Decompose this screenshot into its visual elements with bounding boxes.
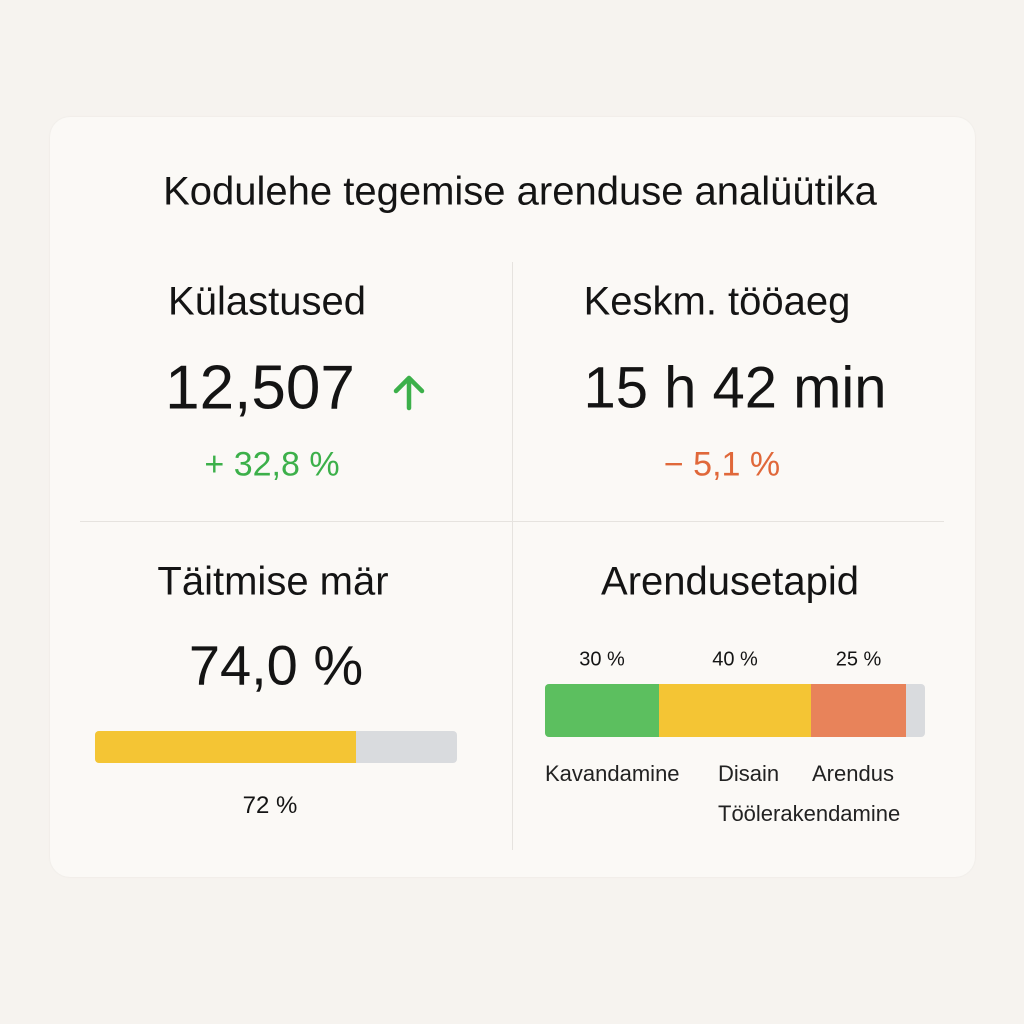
stage-value-label: 25 % — [835, 648, 882, 671]
title: Kodulehe tegemise arenduse analüütika — [163, 169, 877, 214]
metric-label: Arendusetapid — [601, 559, 859, 604]
legend-label: Disain — [718, 761, 780, 786]
progress-track — [95, 731, 457, 763]
metric-label: Täitmise mär — [157, 559, 389, 604]
stage-value-label: 30 % — [579, 648, 625, 671]
metric-change: − 5,1 % — [663, 445, 781, 484]
progress-label: 72 % — [242, 792, 298, 819]
stages-track — [545, 684, 925, 737]
up-arrow-icon — [393, 375, 425, 411]
legend-label: Kavandamine — [545, 761, 680, 786]
divider — [512, 262, 513, 850]
metric-label: Külastused — [168, 279, 366, 324]
progress-fill — [95, 731, 356, 763]
metric-change: + 32,8 % — [204, 445, 340, 484]
stage-value-label: 40 % — [712, 648, 758, 671]
stage-segment — [811, 684, 906, 737]
legend-label: Töölerakendamine — [718, 801, 901, 826]
metric-value: 12,507 — [165, 353, 355, 423]
divider — [80, 521, 944, 522]
metric-value: 15 h 42 min — [583, 355, 887, 421]
stage-segment — [659, 684, 811, 737]
legend-label: Arendus — [812, 761, 894, 786]
metric-value: 74,0 % — [188, 633, 364, 697]
metric-label: Keskm. tööaeg — [583, 279, 851, 324]
stage-segment — [545, 684, 659, 737]
